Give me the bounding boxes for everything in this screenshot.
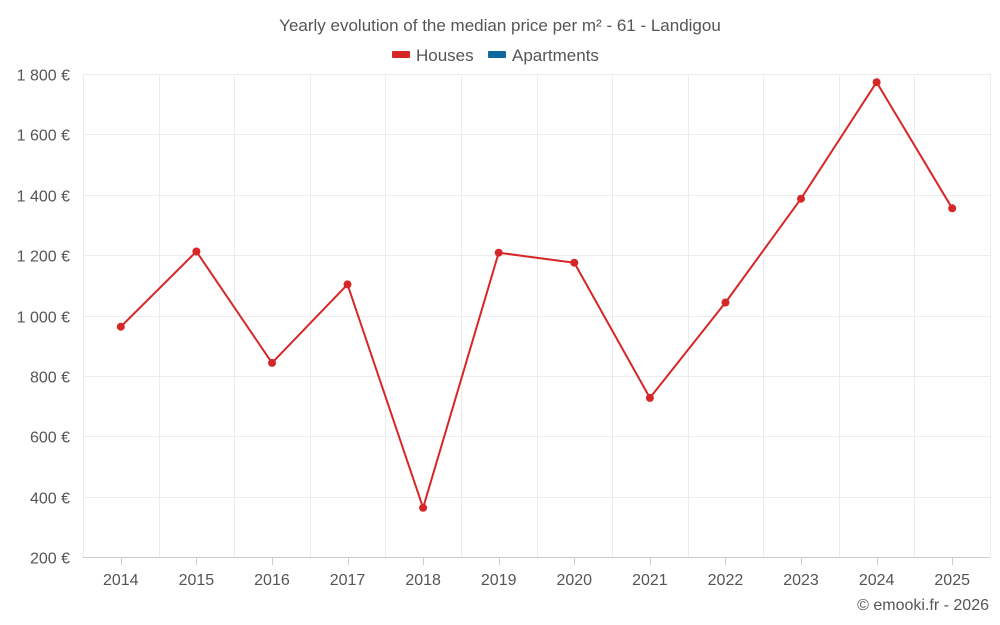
grid <box>83 74 991 557</box>
x-tick-label: 2016 <box>254 572 290 589</box>
x-tick-label: 2023 <box>783 572 819 589</box>
y-tick-label: 1 000 € <box>17 310 70 327</box>
data-point-houses-2024[interactable] <box>872 78 881 87</box>
x-tick-label: 2014 <box>103 572 139 589</box>
data-point-houses-2019[interactable] <box>494 248 503 257</box>
y-tick-label: 800 € <box>30 370 70 387</box>
data-point-houses-2014[interactable] <box>116 322 125 331</box>
legend-item-apartments[interactable]: Apartments <box>488 46 599 65</box>
x-tick-label: 2024 <box>859 572 895 589</box>
data-point-houses-2025[interactable] <box>948 204 957 213</box>
y-tick-label: 600 € <box>30 430 70 447</box>
credit-text: © emooki.fr - 2026 <box>857 597 989 614</box>
data-point-houses-2017[interactable] <box>343 280 352 289</box>
x-tick-label: 2021 <box>632 572 668 589</box>
x-tick-label: 2025 <box>934 572 970 589</box>
data-point-houses-2018[interactable] <box>419 503 428 512</box>
y-tick-label: 200 € <box>30 551 70 568</box>
legend-item-houses[interactable]: Houses <box>392 46 474 65</box>
x-tick-label: 2018 <box>405 572 441 589</box>
legend: Houses Apartments <box>392 46 599 65</box>
x-tick-label: 2022 <box>708 572 744 589</box>
legend-swatch-apartments <box>488 51 506 58</box>
y-axis-ticks: 200 € 400 € 600 € 800 € 1 000 € 1 200 € 1 400 … <box>17 68 70 568</box>
x-axis-ticks: 2014 2015 2016 2017 2018 2019 2020 2021 2022 2023… <box>103 557 970 589</box>
y-tick-label: 1 400 € <box>17 189 70 206</box>
legend-label-houses: Houses <box>416 46 474 65</box>
data-point-houses-2021[interactable] <box>645 393 654 402</box>
y-tick-label: 400 € <box>30 491 70 508</box>
legend-label-apartments: Apartments <box>512 46 599 65</box>
data-point-houses-2023[interactable] <box>797 194 805 203</box>
y-tick-label: 1 200 € <box>17 249 70 266</box>
data-point-houses-2022[interactable] <box>721 298 730 307</box>
legend-swatch-houses <box>392 51 410 58</box>
y-tick-label: 1 600 € <box>17 128 70 145</box>
data-point-houses-2016[interactable] <box>268 358 276 367</box>
x-tick-label: 2019 <box>481 572 517 589</box>
y-tick-label: 1 800 € <box>17 68 70 85</box>
series-line-houses <box>120 81 954 509</box>
x-tick-label: 2017 <box>330 572 366 589</box>
series <box>116 78 957 512</box>
data-point-houses-2015[interactable] <box>192 247 201 256</box>
data-point-houses-2020[interactable] <box>570 258 579 267</box>
chart-title: Yearly evolution of the median price per… <box>279 16 721 35</box>
x-tick-label: 2015 <box>179 572 215 589</box>
x-tick-label: 2020 <box>556 572 592 589</box>
